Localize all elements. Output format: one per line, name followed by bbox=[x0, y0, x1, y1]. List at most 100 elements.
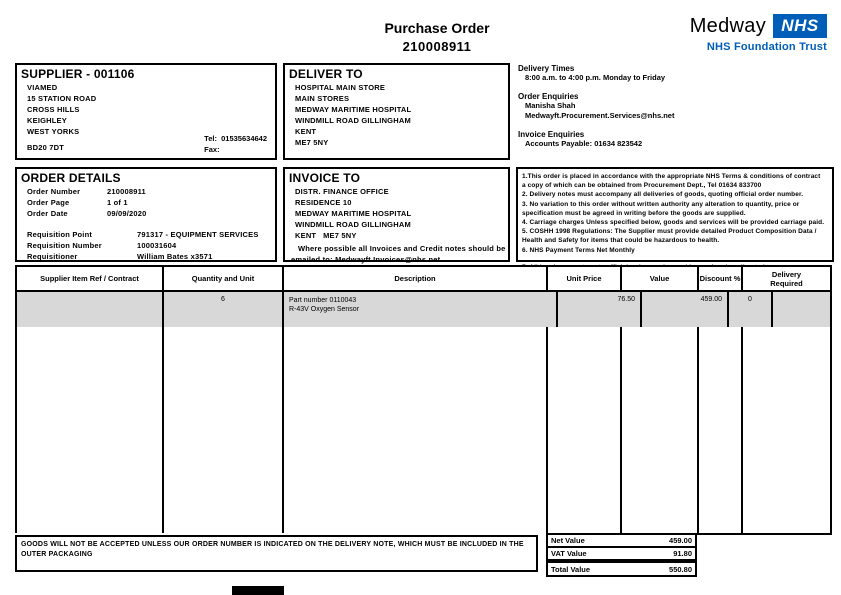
order-enquiries-email: Medwayft.Procurement.Services@nhs.net bbox=[525, 111, 675, 120]
field-value: 09/09/2020 bbox=[107, 209, 147, 218]
terms-line: specification must be agreed in writing … bbox=[522, 209, 746, 217]
field-label: Order Date bbox=[27, 209, 68, 218]
header-quantity-unit: Quantity and Unit bbox=[164, 267, 284, 290]
table-grid-line bbox=[830, 327, 832, 533]
table-grid-line bbox=[697, 327, 699, 533]
terms-line: 5. COSHH 1998 Regulations: The Supplier … bbox=[522, 228, 817, 236]
nhs-logo-text: NHS bbox=[781, 16, 819, 35]
order-detail-row: Requisitioner William Bates x3571 bbox=[27, 251, 275, 262]
table-grid-line bbox=[15, 327, 17, 533]
total-value-label: Total Value bbox=[551, 564, 591, 574]
order-details-title: ORDER DETAILS bbox=[21, 171, 121, 185]
field-label: Requisitioner bbox=[27, 252, 78, 261]
header-description: Description bbox=[284, 267, 548, 290]
total-value-amount: 550.80 bbox=[669, 564, 692, 574]
cell-unit-price: 76.50 bbox=[558, 292, 642, 327]
supplier-address-line: 15 STATION ROAD bbox=[27, 94, 97, 103]
net-value-amount: 459.00 bbox=[669, 536, 692, 545]
document-header: Purchase Order 210008911 bbox=[287, 20, 587, 54]
supplier-contact: Tel: 01535634642 Fax: bbox=[204, 133, 267, 155]
field-value: 210008911 bbox=[107, 187, 146, 196]
deliver-line: MAIN STORES bbox=[295, 94, 350, 103]
invoice-note-line1: Where possible all Invoices and Credit n… bbox=[298, 244, 506, 253]
order-enquiries-title: Order Enquiries bbox=[518, 91, 579, 101]
deliver-line: MEDWAY MARITIME HOSPITAL bbox=[295, 105, 412, 114]
delivery-times: Delivery Times 8:00 a.m. to 4:00 p.m. Mo… bbox=[518, 64, 830, 84]
cell-quantity: 6 bbox=[164, 292, 284, 327]
net-value-label: Net Value bbox=[551, 536, 585, 545]
table-grid-line bbox=[282, 327, 284, 533]
supplier-address-line: CROSS HILLS bbox=[27, 105, 80, 114]
field-value: 1 of 1 bbox=[107, 198, 128, 207]
supplier-title: SUPPLIER - 001106 bbox=[21, 67, 135, 81]
order-detail-row: Order Date 09/09/2020 bbox=[27, 208, 275, 219]
items-table-header: Supplier Item Ref / Contract Quantity an… bbox=[15, 265, 832, 292]
nhs-logo: NHS bbox=[773, 14, 827, 38]
cell-delivery-required bbox=[773, 292, 830, 327]
vat-value-row: VAT Value 91.80 bbox=[546, 546, 697, 561]
table-grid-line bbox=[546, 327, 548, 533]
invoice-line: RESIDENCE 10 bbox=[295, 198, 352, 207]
field-value: 791317 - EQUIPMENT SERVICES bbox=[137, 230, 259, 239]
supplier-fax: Fax: bbox=[204, 145, 220, 154]
table-row: 6 Part number 0110043 R-43V Oxygen Senso… bbox=[15, 292, 832, 327]
order-enquiries-contact: Manisha Shah bbox=[525, 100, 576, 110]
terms-line: a copy of which can be obtained from Pro… bbox=[522, 182, 762, 190]
invoice-line: KENT ME7 5NY bbox=[295, 231, 357, 240]
terms-line: 2. Delivery notes must accompany all del… bbox=[522, 191, 804, 199]
order-detail-row: Requisition Point 791317 - EQUIPMENT SER… bbox=[27, 229, 275, 240]
order-detail-row: Order Number 210008911 bbox=[27, 186, 275, 197]
terms-line: 3. No variation to this order without wr… bbox=[522, 200, 800, 208]
field-label: Requisition Number bbox=[27, 241, 102, 250]
supplier-address-line: WEST YORKS bbox=[27, 127, 80, 136]
vat-value-label: VAT Value bbox=[551, 549, 587, 558]
scan-artifact bbox=[232, 586, 284, 595]
invoice-line: MEDWAY MARITIME HOSPITAL bbox=[295, 209, 412, 218]
terms-line: 4. Carriage charges Unless specified bel… bbox=[522, 219, 825, 227]
brand: Medway NHS bbox=[690, 14, 827, 38]
deliver-line: WINDMILL ROAD GILLINGHAM bbox=[295, 116, 411, 125]
invoice-enquiries-title: Invoice Enquiries bbox=[518, 129, 585, 139]
table-grid-line bbox=[741, 327, 743, 533]
field-value: William Bates x3571 bbox=[137, 252, 213, 261]
total-value-row: Total Value 550.80 bbox=[546, 561, 697, 577]
deliver-line: HOSPITAL MAIN STORE bbox=[295, 83, 386, 92]
order-number: 210008911 bbox=[402, 39, 472, 54]
invoice-enquiries: Invoice Enquiries Accounts Payable: 0163… bbox=[518, 130, 830, 150]
order-detail-row: Order Page 1 of 1 bbox=[27, 197, 275, 208]
description-line2: R-43V Oxygen Sensor bbox=[289, 306, 360, 313]
field-value: 100031604 bbox=[137, 241, 177, 250]
cell-discount: 0 bbox=[729, 292, 773, 327]
terms-and-conditions-box: 1.This order is placed in accordance wit… bbox=[516, 167, 834, 271]
supplier-address-line: KEIGHLEY bbox=[27, 116, 67, 125]
delivery-times-title: Delivery Times bbox=[518, 64, 575, 73]
goods-notice-box: GOODS WILL NOT BE ACCEPTED UNLESS OUR OR… bbox=[15, 535, 538, 572]
header-unit-price: Unit Price bbox=[548, 267, 622, 290]
deliver-line: KENT bbox=[295, 127, 317, 136]
field-label: Order Number bbox=[27, 187, 81, 196]
invoice-line: DISTR. FINANCE OFFICE bbox=[295, 187, 389, 196]
field-label: Order Page bbox=[27, 198, 70, 207]
goods-notice-text: GOODS WILL NOT BE ACCEPTED UNLESS OUR OR… bbox=[21, 541, 524, 558]
terms-line: 6. NHS Payment Terms Net Monthly bbox=[522, 246, 635, 254]
description-line1: Part number 0110043 bbox=[289, 297, 357, 304]
trust-name: NHS Foundation Trust bbox=[706, 41, 827, 53]
contact-info: Delivery Times 8:00 a.m. to 4:00 p.m. Mo… bbox=[518, 64, 830, 157]
header-value: Value bbox=[622, 267, 699, 290]
deliver-to-box: DELIVER TO HOSPITAL MAIN STORE MAIN STOR… bbox=[283, 63, 510, 160]
invoice-to-title: INVOICE TO bbox=[289, 171, 361, 185]
medway-logo-text: Medway bbox=[689, 14, 766, 37]
invoice-note-line2: emailed to: Medwayft.Invoices@nhs.net bbox=[291, 255, 441, 264]
terms-line: Health and Safety for items that could b… bbox=[522, 237, 720, 245]
terms-line: 1.This order is placed in accordance wit… bbox=[522, 173, 821, 180]
deliver-to-title: DELIVER TO bbox=[289, 67, 363, 81]
table-grid-line bbox=[620, 327, 622, 533]
order-enquiries: Order Enquiries Manisha Shah Medwayft.Pr… bbox=[518, 92, 830, 122]
invoice-to-box: INVOICE TO DISTR. FINANCE OFFICE RESIDEN… bbox=[283, 167, 510, 264]
header-delivery-required: Delivery Required bbox=[770, 269, 803, 288]
order-detail-row: Requisition Number 100031604 bbox=[27, 240, 275, 251]
delivery-times-value: 8:00 a.m. to 4:00 p.m. Monday to Friday bbox=[525, 73, 666, 82]
supplier-tel: Tel: 01535634642 bbox=[204, 134, 267, 143]
table-bottom-line bbox=[697, 533, 832, 535]
